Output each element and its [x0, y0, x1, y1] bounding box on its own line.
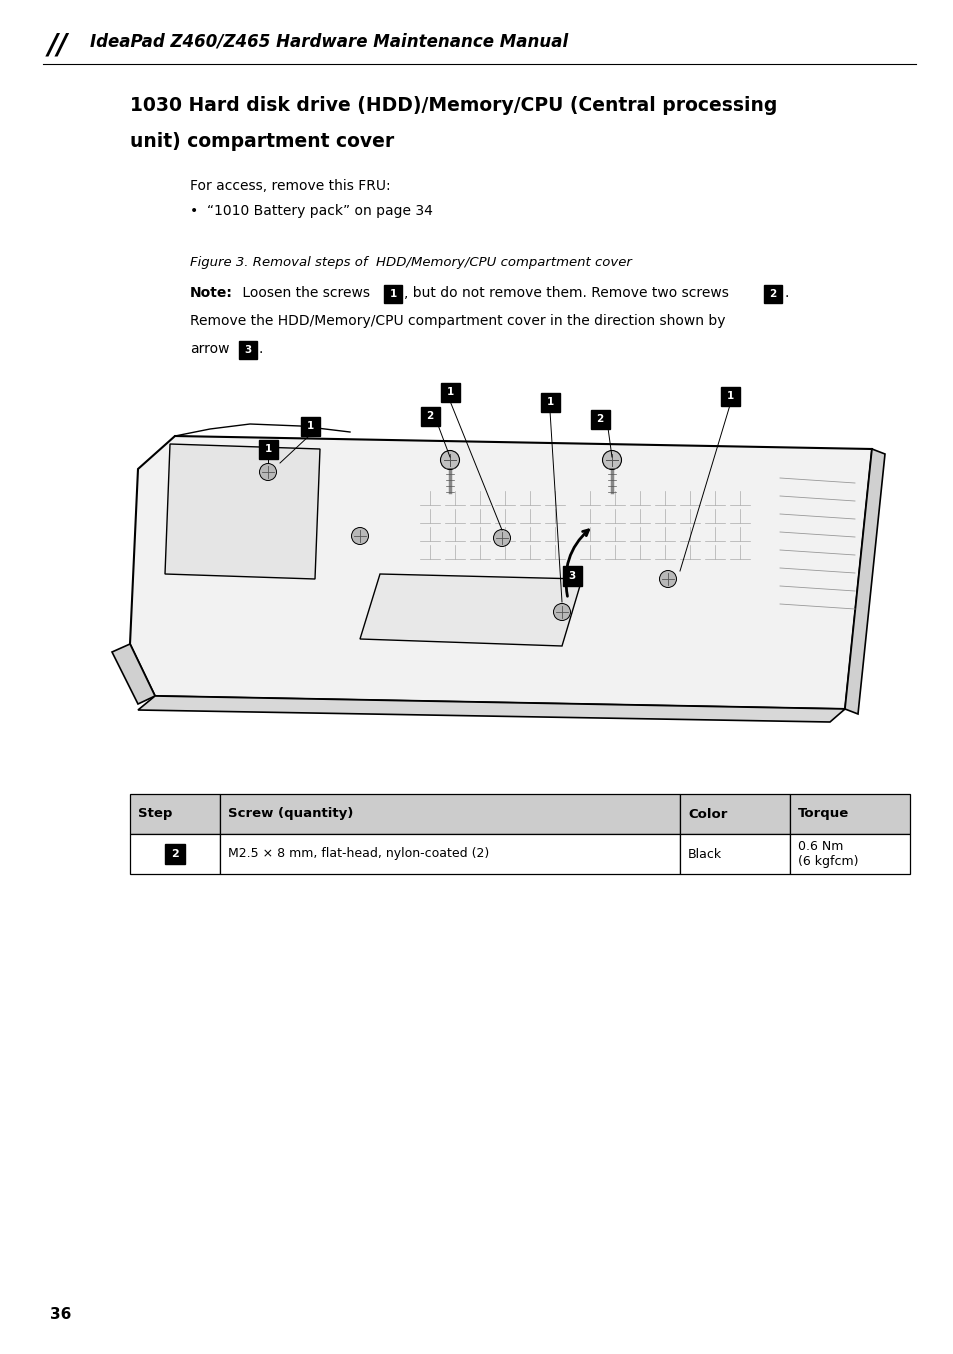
- FancyBboxPatch shape: [384, 284, 401, 303]
- Text: 1: 1: [546, 397, 553, 408]
- Text: 1: 1: [725, 391, 733, 401]
- Polygon shape: [112, 645, 154, 704]
- Text: IdeaPad Z460/Z465 Hardware Maintenance Manual: IdeaPad Z460/Z465 Hardware Maintenance M…: [90, 32, 568, 50]
- Text: .: .: [258, 343, 263, 356]
- FancyBboxPatch shape: [540, 393, 558, 412]
- Text: 1: 1: [264, 444, 272, 454]
- Circle shape: [440, 451, 459, 470]
- Text: (6 kgfcm): (6 kgfcm): [797, 854, 858, 868]
- Text: 2: 2: [171, 849, 179, 858]
- Bar: [220, 793, 679, 834]
- Bar: [789, 793, 909, 834]
- FancyBboxPatch shape: [300, 417, 319, 436]
- Text: Figure 3. Removal steps of  HDD/Memory/CPU compartment cover: Figure 3. Removal steps of HDD/Memory/CP…: [190, 256, 631, 269]
- Text: Loosen the screws: Loosen the screws: [237, 286, 374, 301]
- Bar: [130, 834, 220, 873]
- Text: 1: 1: [306, 421, 314, 431]
- Bar: [679, 793, 789, 834]
- Polygon shape: [138, 696, 844, 722]
- Text: 0.6 Nm: 0.6 Nm: [797, 841, 842, 853]
- FancyBboxPatch shape: [420, 406, 439, 425]
- FancyBboxPatch shape: [239, 341, 256, 359]
- Polygon shape: [359, 574, 581, 646]
- Text: •  “1010 Battery pack” on page 34: • “1010 Battery pack” on page 34: [190, 204, 433, 218]
- Text: 1030 Hard disk drive (HDD)/Memory/CPU (Central processing: 1030 Hard disk drive (HDD)/Memory/CPU (C…: [130, 96, 777, 115]
- Text: Black: Black: [687, 848, 721, 861]
- Text: 2: 2: [596, 414, 603, 424]
- Text: Remove the HDD/Memory/CPU compartment cover in the direction shown by: Remove the HDD/Memory/CPU compartment co…: [190, 314, 724, 328]
- Text: unit) compartment cover: unit) compartment cover: [130, 131, 394, 152]
- Text: 3: 3: [568, 571, 575, 581]
- Text: For access, remove this FRU:: For access, remove this FRU:: [190, 179, 390, 194]
- Text: .: .: [783, 286, 787, 301]
- Bar: [130, 793, 220, 834]
- Text: 1: 1: [446, 387, 453, 397]
- Text: //: //: [48, 32, 69, 60]
- Text: Step: Step: [138, 807, 172, 821]
- FancyBboxPatch shape: [763, 284, 781, 303]
- Text: arrow: arrow: [190, 343, 230, 356]
- FancyBboxPatch shape: [562, 566, 581, 585]
- Circle shape: [553, 604, 570, 620]
- Circle shape: [351, 528, 368, 544]
- Text: , but do not remove them. Remove two screws: , but do not remove them. Remove two scr…: [403, 286, 733, 301]
- FancyBboxPatch shape: [590, 409, 609, 428]
- Text: 3: 3: [244, 345, 252, 355]
- FancyBboxPatch shape: [720, 386, 739, 405]
- Circle shape: [493, 529, 510, 547]
- Text: Color: Color: [687, 807, 726, 821]
- Polygon shape: [844, 450, 884, 714]
- FancyBboxPatch shape: [440, 382, 459, 402]
- Circle shape: [659, 570, 676, 588]
- Text: M2.5 × 8 mm, flat-head, nylon-coated (2): M2.5 × 8 mm, flat-head, nylon-coated (2): [228, 848, 489, 861]
- Circle shape: [259, 463, 276, 481]
- Text: Torque: Torque: [797, 807, 848, 821]
- Text: 2: 2: [426, 412, 434, 421]
- Polygon shape: [165, 444, 319, 580]
- Text: Screw (quantity): Screw (quantity): [228, 807, 353, 821]
- FancyBboxPatch shape: [165, 844, 185, 864]
- Bar: [789, 834, 909, 873]
- Text: 1: 1: [389, 288, 396, 299]
- Bar: [220, 834, 679, 873]
- Text: Note:: Note:: [190, 286, 233, 301]
- Text: 2: 2: [768, 288, 776, 299]
- Circle shape: [602, 451, 620, 470]
- Bar: [679, 834, 789, 873]
- Polygon shape: [130, 436, 871, 709]
- Text: 36: 36: [50, 1307, 71, 1322]
- FancyBboxPatch shape: [258, 440, 277, 459]
